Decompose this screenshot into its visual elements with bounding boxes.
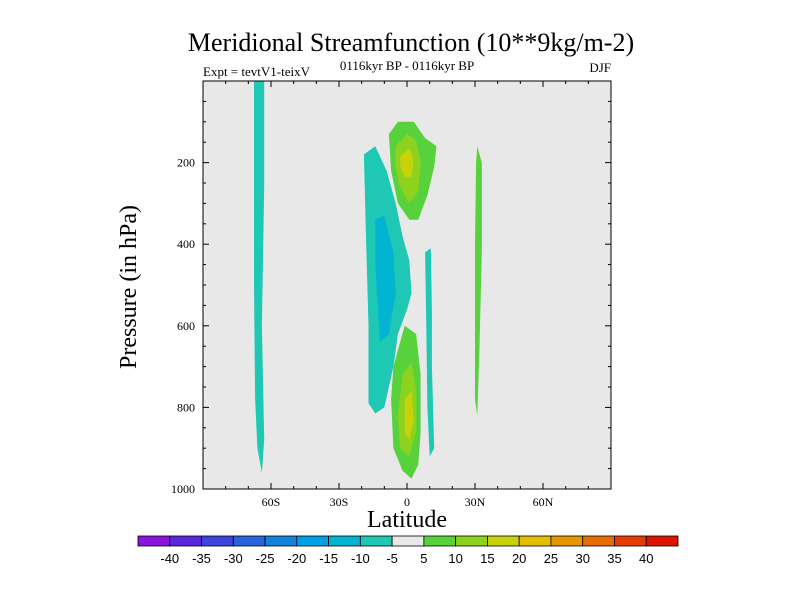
colorbar-label: -15 xyxy=(319,551,338,566)
colorbar-label: -35 xyxy=(192,551,211,566)
y-tick-label: 600 xyxy=(177,319,195,333)
colorbar-label: -20 xyxy=(287,551,306,566)
y-tick-label: 200 xyxy=(177,156,195,170)
colorbar-label: 20 xyxy=(512,551,526,566)
y-axis-title: Pressure (in hPa) xyxy=(116,205,142,369)
colorbar-label: 25 xyxy=(544,551,558,566)
y-tick-label: 400 xyxy=(177,237,195,251)
colorbar-swatch xyxy=(614,535,647,547)
x-tick-label: 60S xyxy=(262,495,281,509)
colorbar-label: -40 xyxy=(160,551,179,566)
contour-region-cell-equatorial-negative-inner xyxy=(375,215,396,343)
colorbar-swatch xyxy=(423,535,457,547)
colorbar-label: -30 xyxy=(224,551,243,566)
colorbar-swatch xyxy=(550,535,584,547)
contour-region-cell-equatorial-positive-lower-core xyxy=(404,391,414,440)
colorbar-label: 30 xyxy=(575,551,589,566)
colorbar-label: 10 xyxy=(448,551,462,566)
season-label: DJF xyxy=(589,60,611,75)
colorbar-swatch xyxy=(455,535,488,547)
contour-region-cell-30n-positive xyxy=(475,146,482,416)
colorbar-swatch xyxy=(487,535,520,547)
colorbar-swatch xyxy=(201,535,234,547)
colorbar-label: -25 xyxy=(256,551,275,566)
colorbar-label: -10 xyxy=(351,551,370,566)
contour-region-cell-60s-negative xyxy=(254,81,265,473)
colorbar-label: 15 xyxy=(480,551,494,566)
colorbar-swatch xyxy=(264,535,298,547)
contour-region-cell-equatorial-positive-upper-core xyxy=(400,148,414,177)
x-tick-label: 0 xyxy=(404,495,410,509)
y-tick-label: 1000 xyxy=(171,482,195,496)
x-axis-title: Latitude xyxy=(367,507,447,533)
colorbar-label: 5 xyxy=(420,551,427,566)
colorbar-swatch xyxy=(645,535,679,547)
x-tick-label: 30N xyxy=(465,495,486,509)
colorbar-swatch xyxy=(391,535,425,547)
colorbar-swatch xyxy=(232,535,266,547)
contour-region-cell-10n-negative xyxy=(425,248,435,457)
chart-title: Meridional Streamfunction (10**9kg/m-2) xyxy=(188,28,634,57)
colorbar-swatch xyxy=(518,535,552,547)
experiment-label: Expt = tevtV1-teixV xyxy=(203,64,311,79)
colorbar-swatch xyxy=(582,535,615,547)
colorbar: -40 -35 -30 -25 -20 -15 -10 -5 5 10 15 20 25 30 35 40 xyxy=(137,535,679,566)
colorbar-swatch xyxy=(296,535,329,547)
contour-regions xyxy=(254,81,482,479)
colorbar-swatch xyxy=(359,535,393,547)
colorbar-swatch xyxy=(137,535,171,547)
axis-ticks: 60S 30S 0 30N 60N 200 400 600 800 1000 xyxy=(171,81,611,509)
colorbar-label: -5 xyxy=(386,551,398,566)
period-label: 0116kyr BP - 0116kyr BP xyxy=(340,58,474,73)
colorbar-label: 40 xyxy=(639,551,653,566)
x-tick-label: 30S xyxy=(330,495,349,509)
x-tick-label: 60N xyxy=(533,495,554,509)
y-tick-label: 800 xyxy=(177,400,195,414)
colorbar-swatch xyxy=(169,535,202,547)
colorbar-label: 35 xyxy=(607,551,621,566)
colorbar-swatch xyxy=(328,535,361,547)
